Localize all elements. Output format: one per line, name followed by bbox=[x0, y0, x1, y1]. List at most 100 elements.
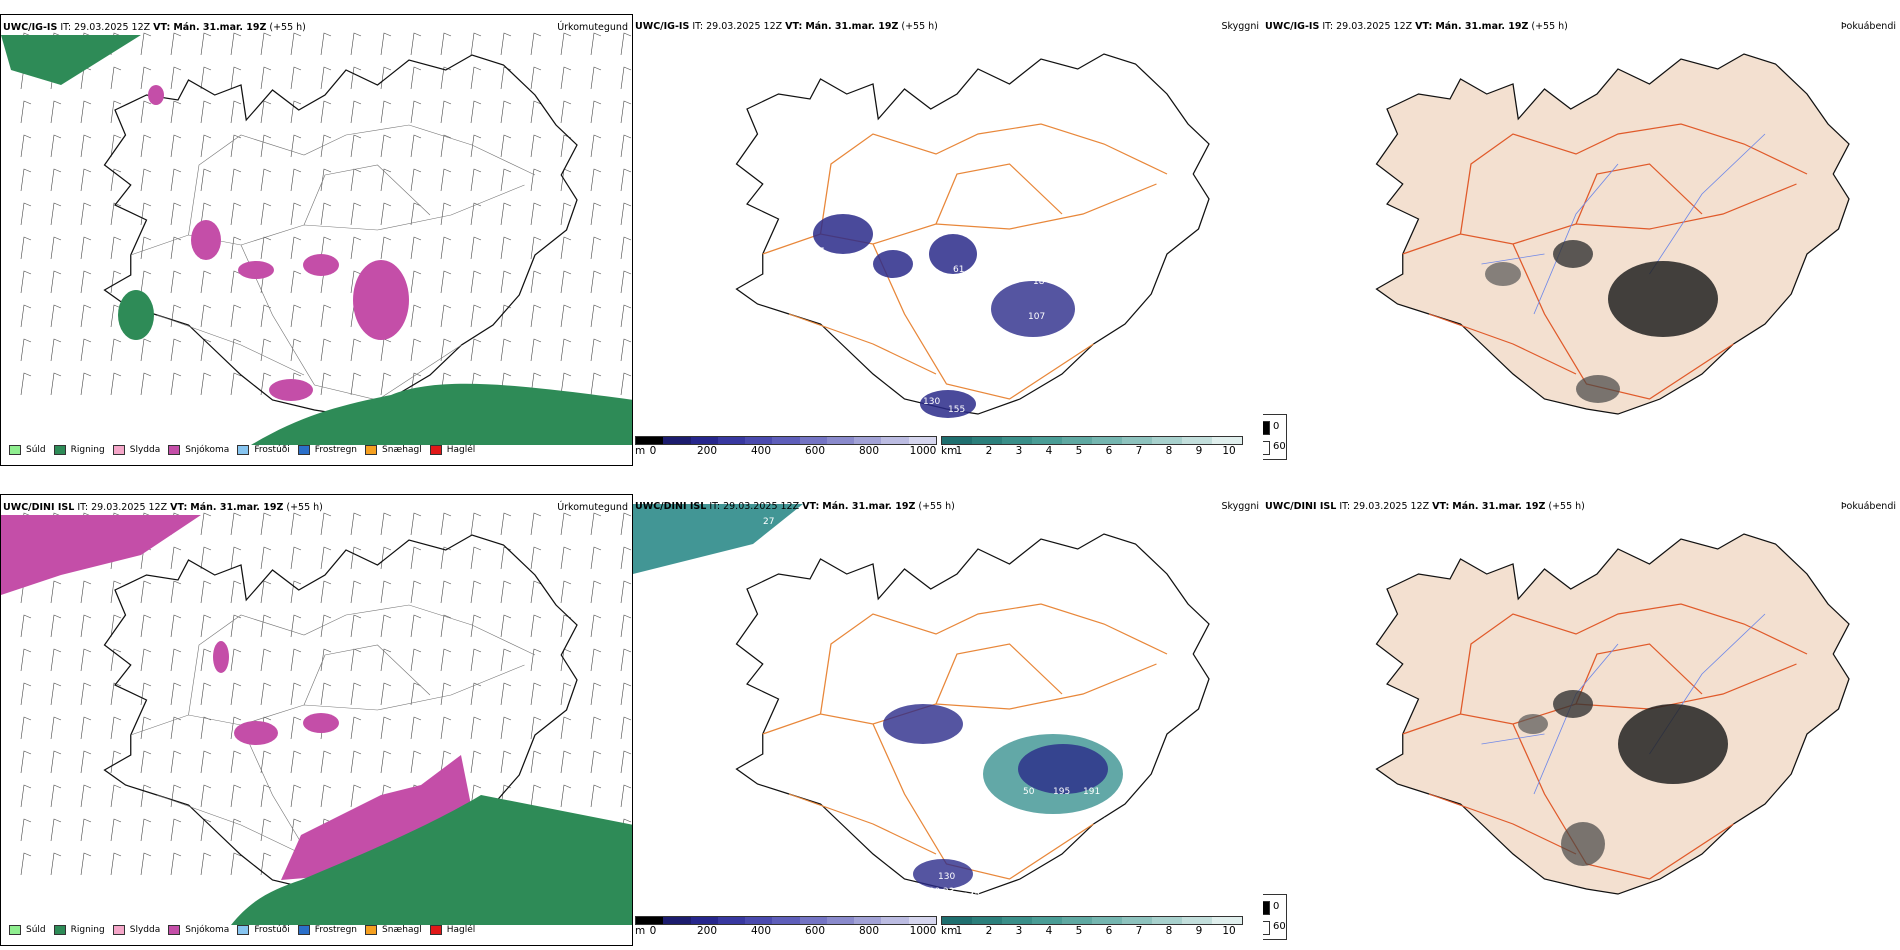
rain-area bbox=[231, 795, 632, 925]
wind-barb bbox=[20, 134, 32, 158]
wind-barb bbox=[170, 750, 182, 774]
wind-barb bbox=[560, 750, 572, 774]
valid-time: Mán. 31.mar. 19Z bbox=[1452, 501, 1546, 512]
wind-barb bbox=[620, 304, 632, 328]
fog-legend-swatch bbox=[1263, 921, 1270, 935]
iceland-coastline bbox=[103, 534, 578, 896]
wind-barb bbox=[110, 818, 122, 842]
legend-item: Rigning bbox=[53, 439, 105, 461]
colorbar-tick: 600 bbox=[804, 925, 826, 937]
fog-legend-swatch bbox=[1263, 421, 1270, 435]
wind-barb bbox=[410, 304, 422, 328]
wind-barb bbox=[440, 512, 452, 536]
wind-barb bbox=[80, 168, 92, 192]
wind-barb bbox=[350, 750, 362, 774]
wind-barb bbox=[560, 32, 572, 56]
wind-barb bbox=[110, 682, 122, 706]
wind-barb bbox=[20, 784, 32, 808]
wind-barb bbox=[20, 100, 32, 124]
wind-barb bbox=[80, 784, 92, 808]
wind-barb bbox=[200, 304, 212, 328]
wind-barb bbox=[530, 546, 542, 570]
fog-map bbox=[1375, 533, 1850, 895]
snow-area bbox=[191, 220, 221, 260]
wind-barb bbox=[170, 236, 182, 260]
wind-barb bbox=[230, 818, 242, 842]
snow-area bbox=[213, 641, 229, 673]
wind-barb bbox=[20, 852, 32, 876]
wind-barb bbox=[530, 168, 542, 192]
valid-label: VT: bbox=[170, 502, 188, 513]
wind-barb bbox=[590, 168, 602, 192]
legend-swatch bbox=[297, 444, 310, 455]
wind-barb bbox=[440, 716, 452, 740]
panel-header: UWC/IG-IS IT: 29.03.2025 12Z VT: Mán. 31… bbox=[1263, 18, 1900, 34]
fog-legend-row: 60 bbox=[1263, 921, 1286, 935]
legend-swatch bbox=[112, 924, 125, 935]
lead-time: (+55 h) bbox=[1531, 21, 1568, 32]
road-line bbox=[1428, 793, 1577, 855]
colorbar-tick: 6 bbox=[1105, 925, 1113, 937]
init-time: IT: 29.03.2025 12Z bbox=[709, 501, 800, 512]
wind-barb bbox=[260, 66, 272, 90]
wind-barb bbox=[410, 648, 422, 672]
panel-header: UWC/DINI ISL IT: 29.03.2025 12Z VT: Mán.… bbox=[1, 499, 632, 515]
legend-item: Frostúði bbox=[237, 919, 290, 941]
wind-barb bbox=[320, 372, 332, 396]
wind-barb bbox=[200, 512, 212, 536]
wind-barb bbox=[470, 202, 482, 226]
panel-header: UWC/IG-IS IT: 29.03.2025 12Z VT: Mán. 31… bbox=[633, 18, 1263, 34]
wind-barb bbox=[230, 852, 242, 876]
wind-barb bbox=[320, 546, 332, 570]
visibility-value: 12 bbox=[778, 97, 789, 107]
wind-barb bbox=[200, 32, 212, 56]
wind-barb bbox=[230, 372, 242, 396]
fog-legend-label: 0 bbox=[1273, 901, 1280, 912]
wind-barb bbox=[500, 100, 512, 124]
visibility-value: 87 bbox=[863, 752, 874, 762]
wind-barb bbox=[200, 134, 212, 158]
legend-swatch bbox=[365, 444, 378, 455]
precip-legend: Súld Rigning Slydda Snjókoma Frostúði Frostre… bbox=[1, 439, 632, 461]
wind-barb bbox=[590, 784, 602, 808]
visibility-value: 191 bbox=[1083, 787, 1100, 797]
colorbar-tick: 6 bbox=[1105, 445, 1113, 457]
wind-barb bbox=[440, 168, 452, 192]
colorbar-tick: 800 bbox=[858, 925, 880, 937]
wind-barb bbox=[110, 614, 122, 638]
wind-barb bbox=[530, 66, 542, 90]
wind-barb bbox=[380, 338, 392, 362]
wind-barb bbox=[110, 100, 122, 124]
wind-barb bbox=[260, 134, 272, 158]
wind-barb bbox=[80, 100, 92, 124]
precip-type-panel-top: UWC/IG-IS IT: 29.03.2025 12Z VT: Mán. 31… bbox=[0, 14, 633, 466]
wind-barb bbox=[50, 100, 62, 124]
legend-label: Snjókoma bbox=[185, 925, 230, 935]
model-name: UWC/DINI ISL bbox=[1265, 501, 1337, 512]
wind-barb bbox=[50, 338, 62, 362]
wind-barb bbox=[200, 852, 212, 876]
wind-barb bbox=[380, 100, 392, 124]
wind-barb bbox=[320, 750, 332, 774]
legend-swatch bbox=[237, 924, 250, 935]
rain-area bbox=[1, 35, 141, 85]
visibility-value: 165 bbox=[838, 697, 855, 707]
valid-label: VT: bbox=[802, 501, 820, 512]
wind-barb bbox=[500, 750, 512, 774]
wind-barb bbox=[230, 66, 242, 90]
wind-barb bbox=[440, 338, 452, 362]
wind-barb bbox=[20, 372, 32, 396]
legend-swatch bbox=[429, 924, 442, 935]
wind-barb bbox=[170, 648, 182, 672]
wind-barb bbox=[560, 546, 572, 570]
iceland-coastline bbox=[1375, 533, 1850, 895]
legend-item: Snjókoma bbox=[168, 919, 229, 941]
legend-item: Rigning bbox=[53, 919, 105, 941]
lead-time: (+55 h) bbox=[901, 21, 938, 32]
wind-barb bbox=[110, 168, 122, 192]
wind-barb bbox=[350, 236, 362, 260]
wind-barb bbox=[410, 614, 422, 638]
wind-barb bbox=[80, 614, 92, 638]
wind-barb bbox=[140, 32, 152, 56]
wind-barb bbox=[620, 682, 632, 706]
